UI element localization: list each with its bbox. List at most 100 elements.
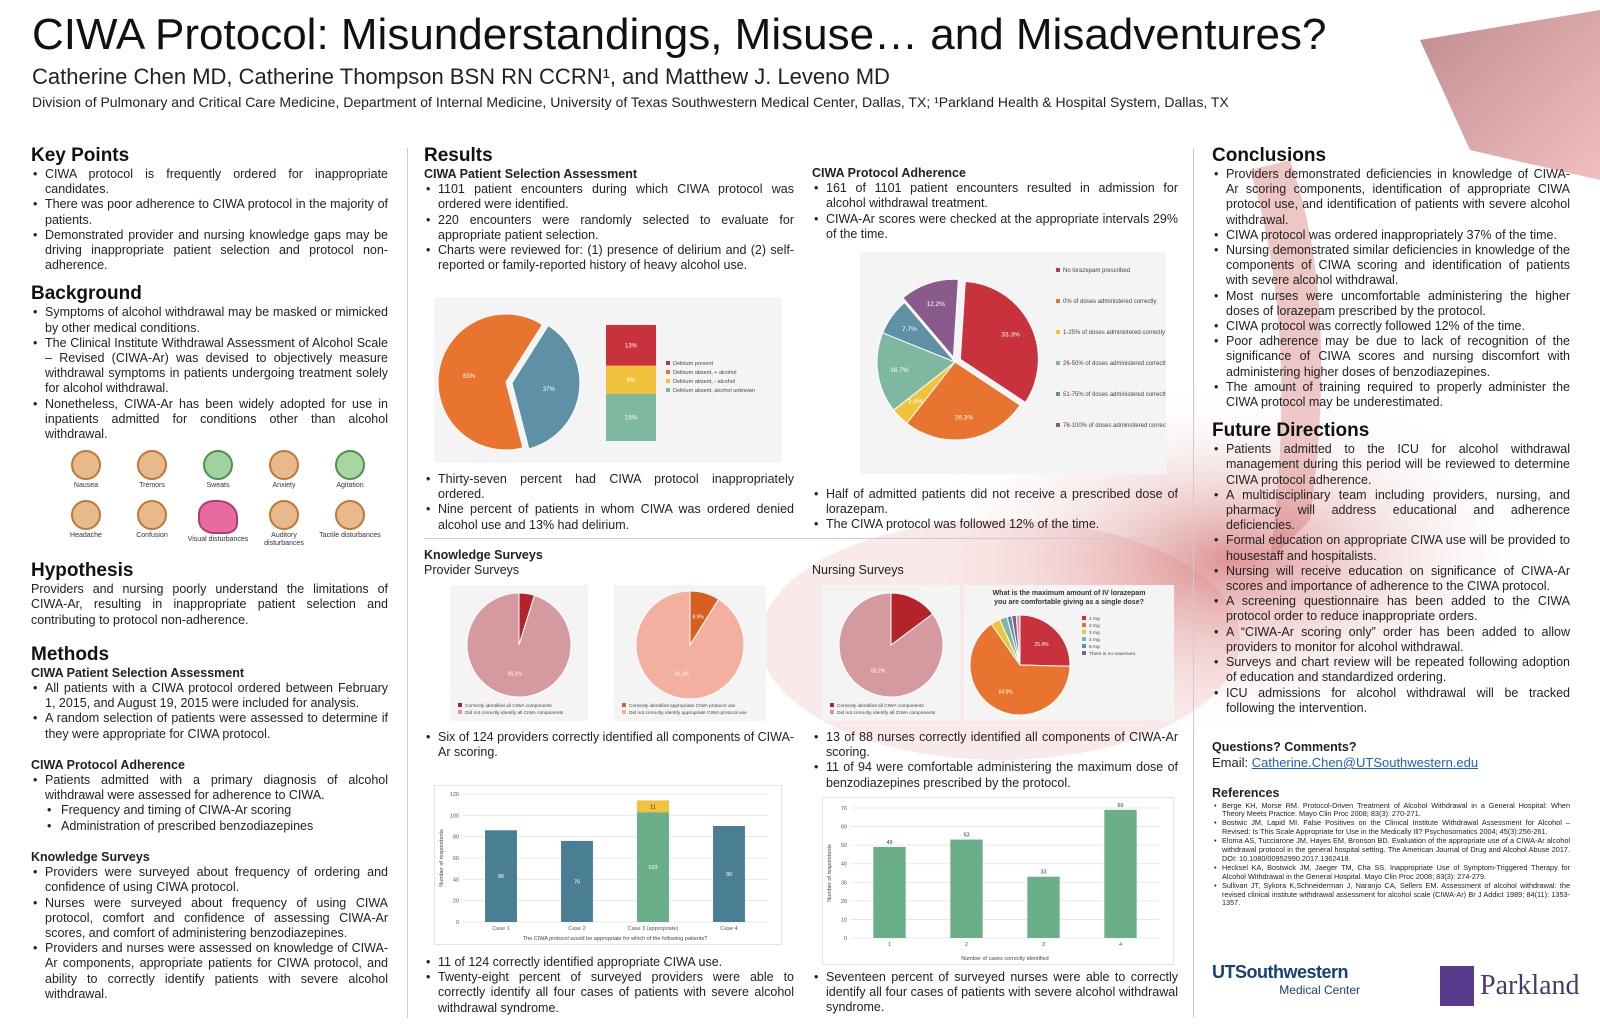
legend-swatch — [622, 703, 626, 707]
list-item: 220 encounters were randomly selected to… — [424, 213, 794, 243]
legend-swatch — [666, 379, 670, 383]
bar-value-label: 86 — [498, 874, 504, 880]
pie-data-label: 8.9% — [692, 614, 704, 620]
pie-data-label: 33.3% — [1001, 331, 1020, 338]
email-link[interactable]: Catherine.Chen@UTSouthwestern.edu — [1251, 755, 1479, 771]
bar — [485, 830, 517, 922]
references-heading: References — [1212, 786, 1280, 801]
nurse-components-results: 13 of 88 nurses correctly identified all… — [812, 730, 1178, 791]
y-tick-label: 30 — [841, 880, 847, 886]
legend-label: 1 mg — [1089, 616, 1100, 622]
provider-cases-results: 11 of 124 correctly identified appropria… — [424, 955, 794, 1016]
y-axis-label: Number of respondents — [439, 829, 445, 887]
hypothesis-text: Providers and nursing poorly understand … — [31, 582, 388, 627]
bar — [713, 826, 745, 922]
pie-data-label: 63% — [463, 374, 476, 380]
legend-label: 0% of doses administered correctly — [1063, 299, 1156, 305]
nurse-cases-box: 0 10 20 30 40 50 60 70 49 1 53 2 33 3 69 4 Number of cas… — [822, 797, 1174, 965]
pie-data-label: 85.2% — [871, 669, 886, 675]
pie-slice — [906, 361, 1021, 441]
symptom-icons: Nausea Tremors Sweats Anxiety Agitation … — [53, 450, 383, 550]
bar-value-label: 103 — [648, 865, 657, 871]
bar — [1104, 809, 1137, 938]
selection-pie-chart: 63% 37% 13% 9% 15% Delirium present Delirium a… — [437, 313, 755, 451]
list-item: CIWA protocol was correctly followed 12%… — [1212, 319, 1570, 334]
x-tick-label: Case 1 — [492, 926, 509, 932]
legend-swatch — [1056, 299, 1060, 303]
key-points-heading: Key Points — [31, 145, 130, 166]
list-item: Sullivan JT, Sykora K,Schneiderman J, Na… — [1212, 881, 1570, 909]
list-item: Formal education on appropriate CIWA use… — [1212, 533, 1570, 563]
pie-data-label: 37% — [543, 387, 556, 393]
future-heading: Future Directions — [1212, 420, 1370, 442]
bar-value-label: 49 — [886, 840, 892, 846]
list-item: The CIWA protocol was followed 12% of th… — [812, 517, 1178, 532]
pie-slice — [838, 592, 944, 698]
list-item: 13 of 88 nurses correctly identified all… — [812, 730, 1178, 760]
provider-cases-box: 0 20 40 60 80 100 120 86 Case 1 76 Case 2 103 11 Case… — [434, 785, 782, 945]
legend-swatch — [1082, 630, 1086, 634]
list-item: Twenty-eight percent of surveyed provide… — [424, 970, 794, 1016]
legend-swatch — [830, 703, 834, 707]
x-tick-label: Case 4 — [720, 926, 737, 932]
poster-affiliation: Division of Pulmonary and Critical Care … — [32, 94, 1229, 110]
chart-title: you are comfortable giving as a single d… — [994, 599, 1144, 606]
provider-components-box: 95.2% Correctly identified all CIWA compo… — [450, 585, 588, 721]
tremors-icon: Tremors — [119, 450, 185, 500]
x-tick-label: 1 — [888, 942, 891, 948]
list-item: Seventeen percent of surveyed nurses wer… — [812, 970, 1178, 1016]
legend-label: No lorazepam prescribed — [1063, 268, 1130, 274]
pie-slice — [1015, 614, 1021, 666]
provider-cases-bar-chart: 0 20 40 60 80 100 120 86 Case 1 76 Case 2 103 11 Case… — [439, 792, 767, 942]
list-item: CIWA-Ar scores were checked at the appro… — [812, 212, 1178, 242]
pie-slice — [876, 332, 956, 411]
selection-results-list: Thirty-seven percent had CIWA protocol i… — [424, 472, 794, 533]
list-item: Nonetheless, CIWA-Ar has been widely ado… — [31, 397, 388, 443]
legend-label: 1-25% of doses administered correctly — [1063, 330, 1165, 336]
pie-slice — [959, 280, 1039, 404]
legend-label: There is no maximum. — [1089, 651, 1136, 657]
bar-value-label: 90 — [726, 872, 732, 878]
email-label: Email: — [1212, 755, 1252, 771]
y-tick-label: 100 — [450, 813, 459, 819]
legend-label: 4 mg — [1089, 637, 1100, 643]
legend-label: 51-75% of doses administered correctly — [1063, 392, 1166, 398]
headache-icon: Headache — [53, 500, 119, 550]
pie-slice — [902, 278, 959, 359]
tactile-disturbances-icon: Tactile disturbances — [317, 500, 383, 550]
bar — [637, 812, 669, 922]
future-list: Patients admitted to the ICU for alcohol… — [1212, 442, 1570, 716]
provider-components-pie: 95.2% Correctly identified all CIWA compo… — [458, 592, 572, 716]
list-item: The Clinical Institute Withdrawal Assess… — [31, 336, 388, 397]
methods-adherence-sublist: Frequency and timing of CIWA-Ar scoring … — [31, 803, 388, 834]
methods-heading: Methods — [31, 643, 110, 665]
legend-swatch — [1056, 330, 1060, 334]
list-item: Providers were surveyed about frequency … — [31, 865, 388, 895]
adherence-results-list: Half of admitted patients did not receiv… — [812, 487, 1178, 533]
list-item: Eloma AS, Tucciarone JM, Hayes EM, Brons… — [1212, 836, 1570, 864]
legend-label: Did not correctly identify all CIWA comp… — [465, 710, 564, 716]
auditory-disturbances-icon: Auditory disturbances — [251, 500, 317, 550]
bar-value-label: 11 — [650, 804, 656, 810]
list-item: Berge KH, Morse RM. Protocol-Driven Trea… — [1212, 801, 1570, 820]
list-item: Nurses were surveyed about frequency of … — [31, 896, 388, 942]
list-item: Symptoms of alcohol withdrawal may be ma… — [31, 305, 388, 335]
list-item: ICU admissions for alcohol withdrawal wi… — [1212, 686, 1570, 716]
list-item: Providers demonstrated deficiencies in k… — [1212, 167, 1570, 228]
pie-data-label: 26.3% — [955, 414, 974, 421]
column-divider — [1193, 148, 1194, 1018]
nurse-components-pie: 85.2% Correctly identified all CIWA compo… — [830, 592, 944, 716]
bar-value-label: 76 — [574, 879, 580, 885]
pie-slice — [882, 301, 956, 363]
legend-label: 2 mg — [1089, 623, 1100, 629]
legend-label: 76-100% of doses administered correctly — [1063, 423, 1166, 429]
agitation-icon: Agitation — [317, 450, 383, 500]
left-column: Key Points CIWA protocol is frequently o… — [31, 145, 388, 1002]
background-heading: Background — [31, 283, 142, 305]
bar — [1027, 876, 1060, 938]
conclusions-heading: Conclusions — [1212, 145, 1327, 166]
legend-swatch — [666, 370, 670, 374]
stacked-bar-label: 9% — [627, 378, 636, 384]
list-item: All patients with a CIWA protocol ordere… — [31, 681, 388, 711]
